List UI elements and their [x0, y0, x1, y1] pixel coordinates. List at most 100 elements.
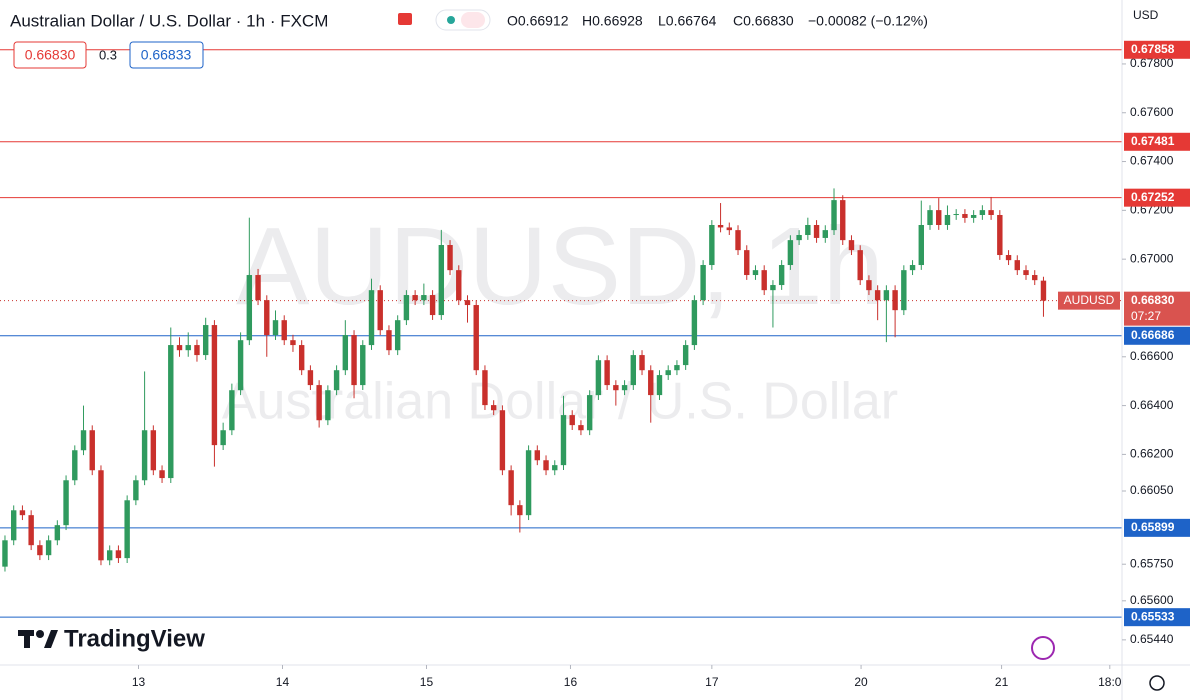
candle-body	[1023, 270, 1029, 276]
candle-body	[124, 500, 130, 559]
price-line-badge	[1124, 188, 1190, 207]
sell-button[interactable]	[13, 41, 87, 69]
candle-body	[525, 450, 532, 516]
candle-body	[307, 370, 314, 386]
candle-body	[456, 270, 462, 301]
candle-body	[290, 340, 296, 346]
current-price-badge	[1124, 291, 1190, 326]
flag-icon[interactable]	[398, 13, 412, 25]
candle-body	[394, 320, 401, 351]
candle-body	[1040, 280, 1047, 301]
candle-body	[709, 225, 715, 266]
ohlc-change: −0.00082 (−0.12%)	[808, 13, 928, 29]
candle-body	[744, 250, 750, 276]
candle-body	[115, 550, 122, 559]
candle-body	[10, 510, 17, 541]
candle-body	[176, 345, 183, 351]
candle-body	[700, 265, 706, 301]
candle-body	[656, 375, 663, 396]
candle-body	[630, 355, 637, 386]
candle-body	[892, 290, 898, 311]
candle-body	[2, 540, 8, 567]
candle-body	[1032, 275, 1038, 281]
candle-body	[604, 360, 610, 386]
candle-body	[447, 245, 453, 271]
price-line-badge	[1124, 326, 1190, 345]
candle-body	[813, 225, 820, 238]
candle-body	[988, 210, 994, 215]
y-tick-label: 0.67800	[1130, 56, 1174, 70]
candle-body	[342, 335, 349, 371]
candle-body	[1005, 255, 1012, 261]
candle-body	[578, 425, 584, 431]
candle-body	[595, 360, 602, 396]
candle-body	[98, 470, 104, 561]
candle-body	[386, 330, 392, 351]
candle-body	[482, 370, 488, 406]
candle-body	[19, 510, 26, 516]
buy-price: 0.66833	[141, 47, 192, 63]
candle-body	[613, 385, 619, 391]
price-line-label: 0.65899	[1131, 520, 1175, 534]
ohlc-close: C0.66830	[733, 13, 794, 29]
candle-body	[464, 300, 471, 306]
candle-body	[648, 370, 654, 396]
x-tick-label: 16	[564, 675, 578, 689]
currency-button[interactable]: USD	[1133, 8, 1159, 22]
candle-body	[918, 225, 924, 266]
price-line-badge	[1124, 518, 1190, 537]
candle-body	[281, 320, 287, 341]
candle-body	[159, 470, 165, 479]
candle-body	[691, 300, 698, 346]
candle-body	[840, 200, 846, 241]
ohlc-high: H0.66928	[582, 13, 643, 29]
price-line-label: 0.67858	[1131, 42, 1175, 56]
candle-body	[1014, 260, 1020, 271]
candle-body	[874, 290, 881, 301]
candle-body	[377, 290, 383, 331]
price-line-label: 0.65533	[1131, 609, 1175, 623]
settings-icon[interactable]	[1149, 675, 1165, 691]
candle-body	[674, 365, 680, 371]
candle-body	[534, 450, 541, 461]
x-tick-label: 17	[705, 675, 719, 689]
buy-button[interactable]	[129, 41, 204, 69]
price-line-label: 0.66686	[1131, 328, 1175, 342]
candle-body	[770, 285, 776, 291]
candle-body	[72, 450, 78, 481]
candle-body	[89, 430, 95, 471]
candle-body	[246, 275, 253, 341]
candle-body	[822, 230, 828, 238]
candle-body	[325, 390, 331, 421]
candle-body	[168, 345, 174, 479]
y-tick-label: 0.65440	[1130, 632, 1174, 646]
y-tick-label: 0.66600	[1130, 349, 1174, 363]
brand-logo: TradingView	[18, 625, 205, 652]
price-line-label: 0.67481	[1131, 134, 1175, 148]
candle-body	[403, 295, 410, 321]
candle-body	[490, 405, 497, 411]
candle-body	[202, 325, 209, 356]
price-line-badge	[1124, 132, 1190, 151]
price-line-label: 0.67252	[1131, 190, 1175, 204]
candle-body	[438, 245, 445, 316]
candle-body	[298, 345, 305, 371]
news-icon[interactable]	[1031, 636, 1055, 660]
candle-body	[264, 300, 270, 336]
candle-body	[106, 550, 113, 561]
candle-body	[979, 210, 986, 215]
candle-body	[333, 370, 340, 391]
candle-body	[997, 214, 1003, 256]
brand-name: TradingView	[64, 625, 205, 652]
candle-body	[316, 385, 322, 421]
candle-body	[28, 515, 34, 546]
candle-body	[543, 460, 549, 471]
x-tick-label: 21	[995, 675, 1009, 689]
candle-body	[552, 465, 558, 471]
y-tick-label: 0.65750	[1130, 556, 1174, 570]
candle-body	[237, 340, 244, 391]
candle-body	[848, 240, 855, 251]
current-price-label: 0.66830	[1131, 293, 1175, 307]
candle-body	[368, 290, 375, 346]
candle-body	[360, 345, 366, 386]
